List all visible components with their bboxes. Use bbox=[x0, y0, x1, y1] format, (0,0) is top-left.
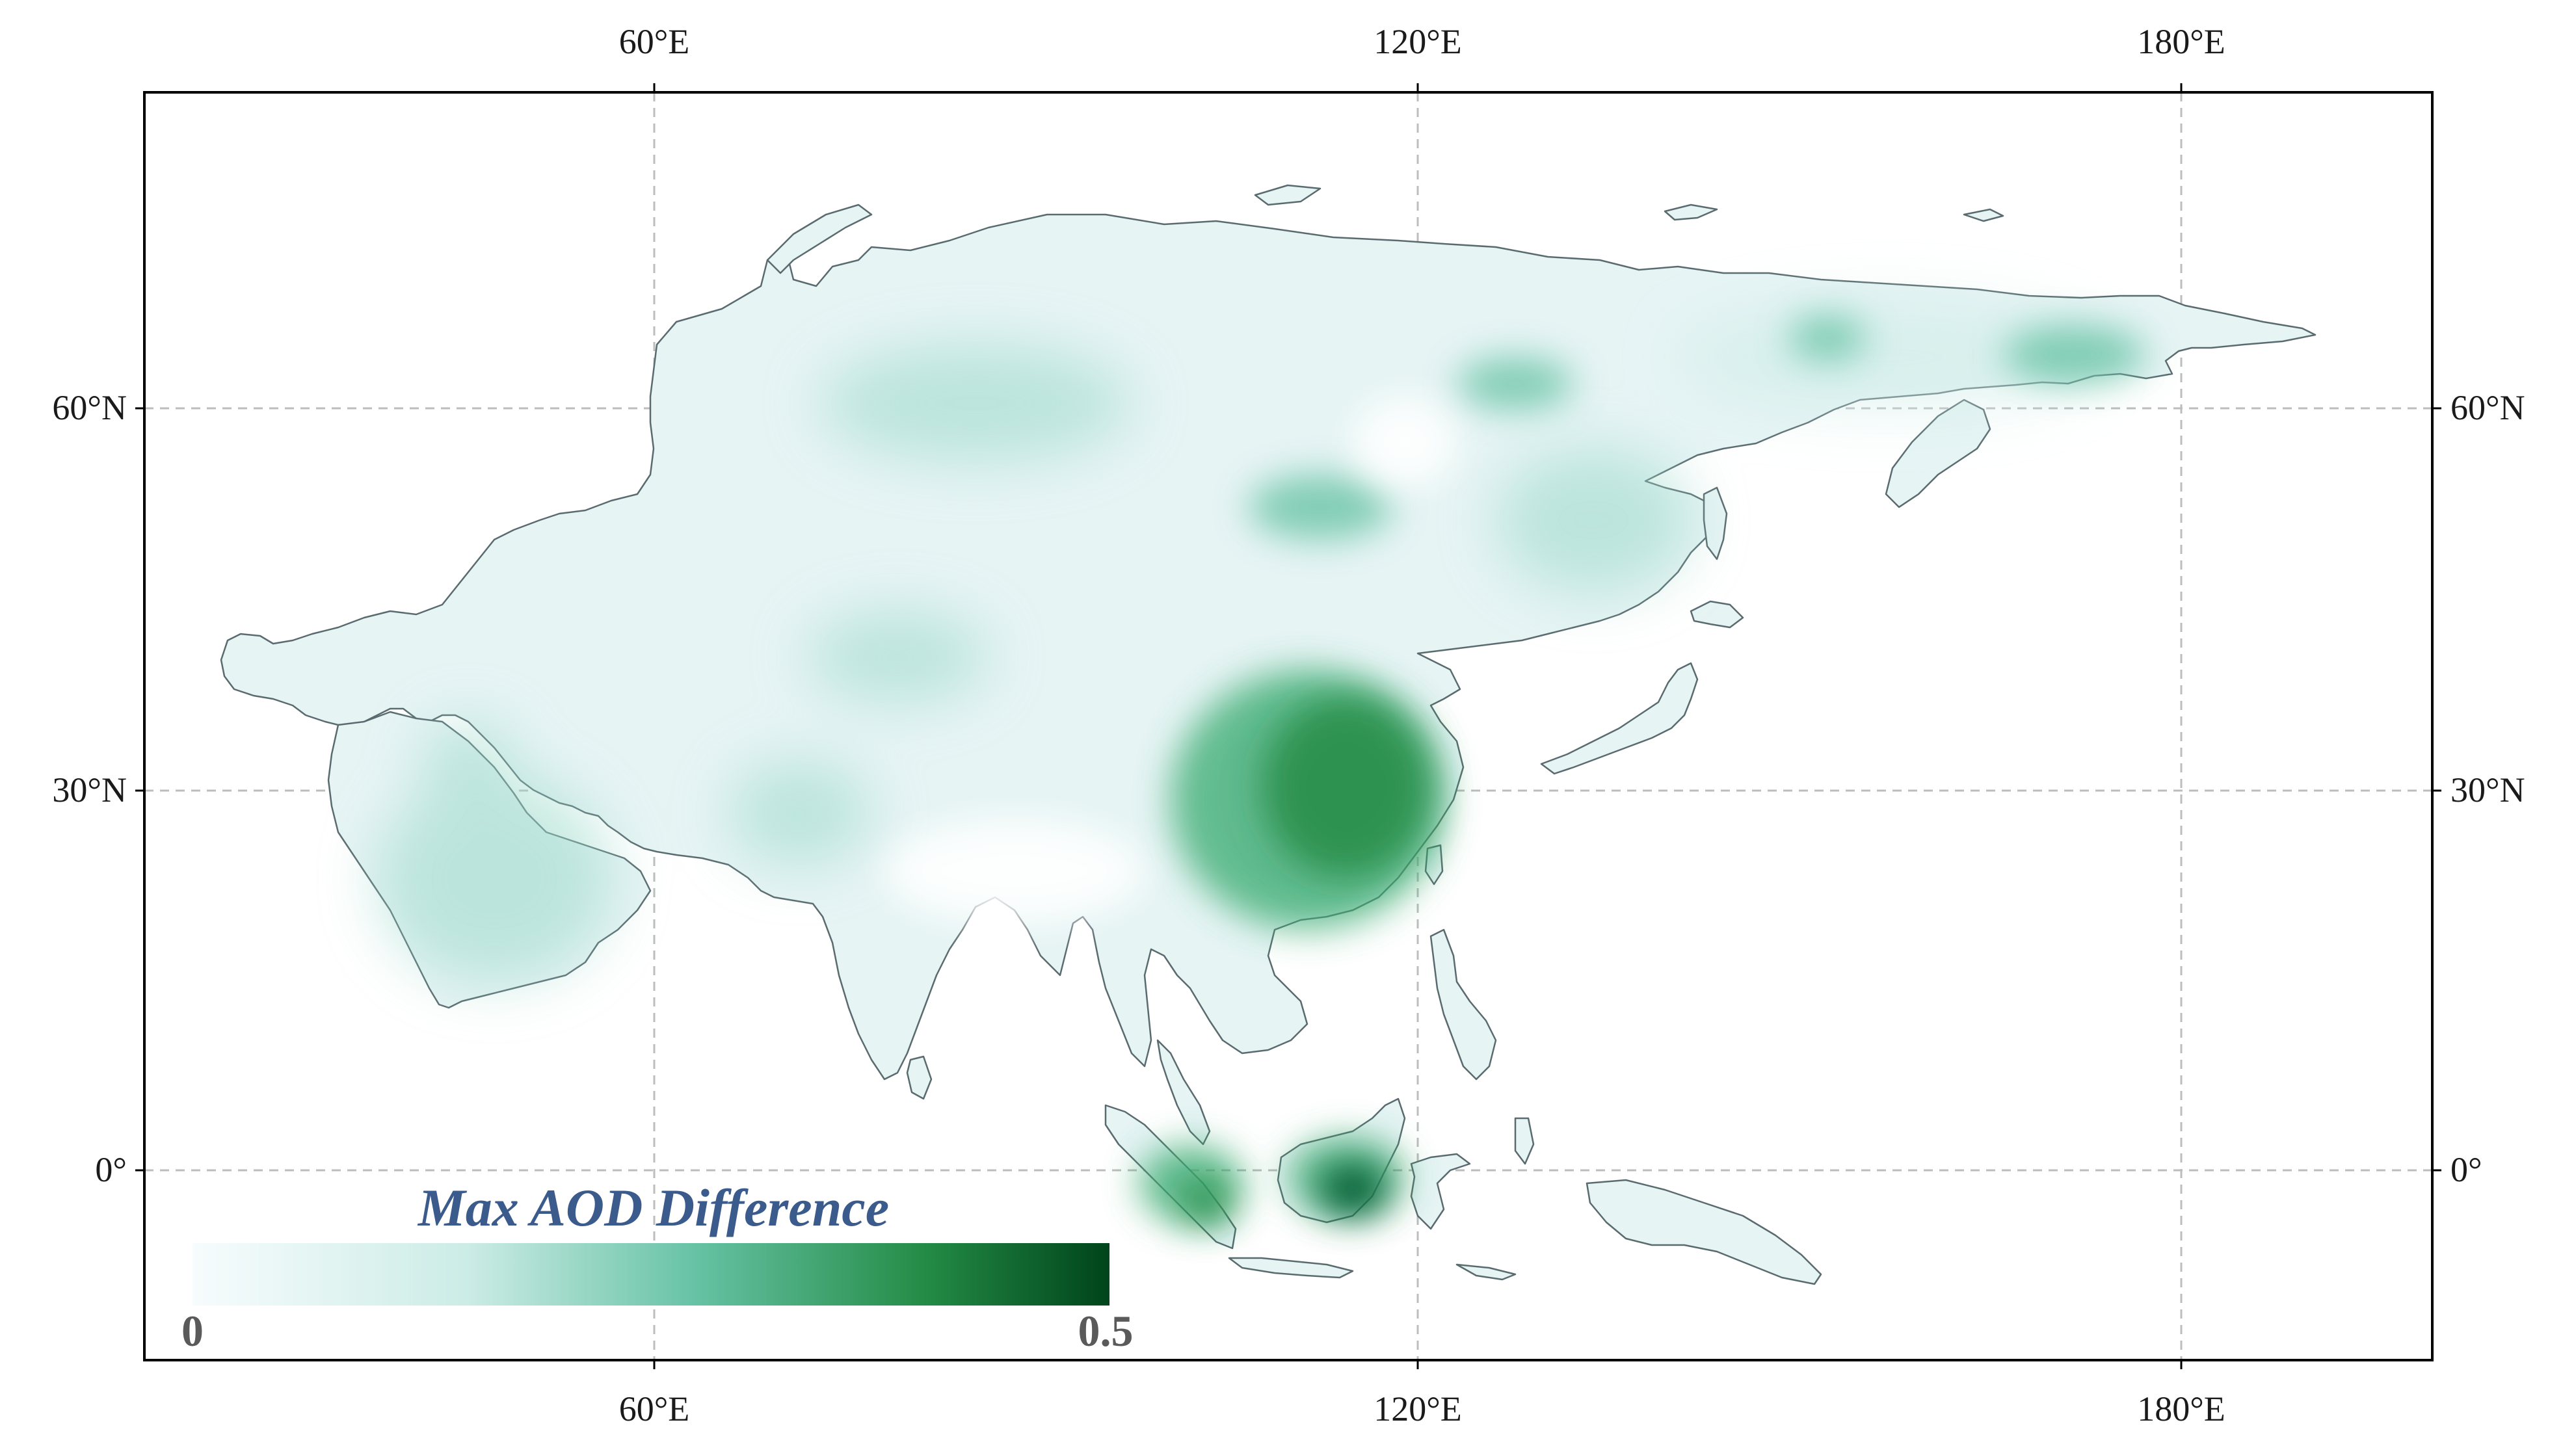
land-sulawesi bbox=[1410, 1153, 1471, 1230]
aod-arabia bbox=[377, 774, 611, 982]
aod-borneo-core bbox=[1320, 1165, 1385, 1214]
land-new-siberian bbox=[1664, 203, 1718, 221]
aod-mongolia bbox=[1249, 475, 1392, 540]
land-wrangel bbox=[1963, 208, 2004, 222]
lat-label-right-60n: 60°N bbox=[2450, 388, 2525, 427]
land-java bbox=[1228, 1257, 1354, 1279]
land-kamchatka bbox=[1885, 399, 1991, 508]
colorbar: Max AOD Difference 0 0.5 bbox=[181, 1178, 1134, 1356]
aod-kazakh bbox=[806, 611, 989, 702]
colorbar-min-label: 0 bbox=[181, 1306, 204, 1356]
aod-kolyma bbox=[1788, 315, 1866, 361]
aod-shading bbox=[377, 306, 2146, 1222]
land-timor bbox=[1455, 1263, 1517, 1281]
lon-label-top-180e: 180°E bbox=[2137, 22, 2225, 61]
lat-label-right-30n: 30°N bbox=[2450, 770, 2525, 809]
lat-label-left-30n: 30°N bbox=[52, 770, 127, 809]
lat-label-left-60n: 60°N bbox=[52, 388, 127, 427]
aod-chukotka bbox=[2003, 325, 2146, 384]
land-malaya bbox=[1156, 1039, 1211, 1146]
land-philippines bbox=[1429, 928, 1497, 1081]
colorbar-max-label: 0.5 bbox=[1078, 1306, 1134, 1356]
lat-label-right-0: 0° bbox=[2450, 1150, 2482, 1189]
aod-india-nw bbox=[728, 761, 871, 865]
aod-north-china bbox=[1496, 449, 1691, 592]
land-hokkaido bbox=[1690, 600, 1744, 629]
aod-clear-tibet bbox=[884, 819, 1145, 923]
tick-marks bbox=[135, 83, 2441, 1369]
aod-west-siberia bbox=[819, 345, 1132, 462]
aod-east-siberia bbox=[1678, 306, 2094, 410]
lon-label-bottom-60e: 60°E bbox=[619, 1389, 690, 1428]
lon-label-top-60e: 60°E bbox=[619, 22, 690, 61]
land-novaya-zemlya bbox=[766, 203, 873, 274]
land-sakhalin bbox=[1703, 486, 1728, 560]
land-newguinea bbox=[1586, 1179, 1822, 1285]
land-halmahera bbox=[1514, 1117, 1535, 1165]
lat-label-left-0: 0° bbox=[95, 1150, 127, 1189]
land-japan bbox=[1540, 662, 1699, 775]
aod-east-china-core bbox=[1262, 696, 1431, 878]
colorbar-title: Max AOD Difference bbox=[417, 1178, 889, 1237]
lon-label-bottom-180e: 180°E bbox=[2137, 1389, 2225, 1428]
lon-label-top-120e: 120°E bbox=[1374, 22, 1462, 61]
aod-yakutia bbox=[1457, 358, 1574, 410]
aod-sumatra-core bbox=[1182, 1183, 1231, 1222]
aod-clear-baikal bbox=[1353, 397, 1457, 488]
land-severnaya bbox=[1254, 184, 1321, 206]
map-frame bbox=[143, 91, 2434, 1361]
lon-label-bottom-120e: 120°E bbox=[1374, 1389, 1462, 1428]
land-srilanka bbox=[906, 1055, 933, 1100]
colorbar-gradient bbox=[193, 1243, 1109, 1306]
